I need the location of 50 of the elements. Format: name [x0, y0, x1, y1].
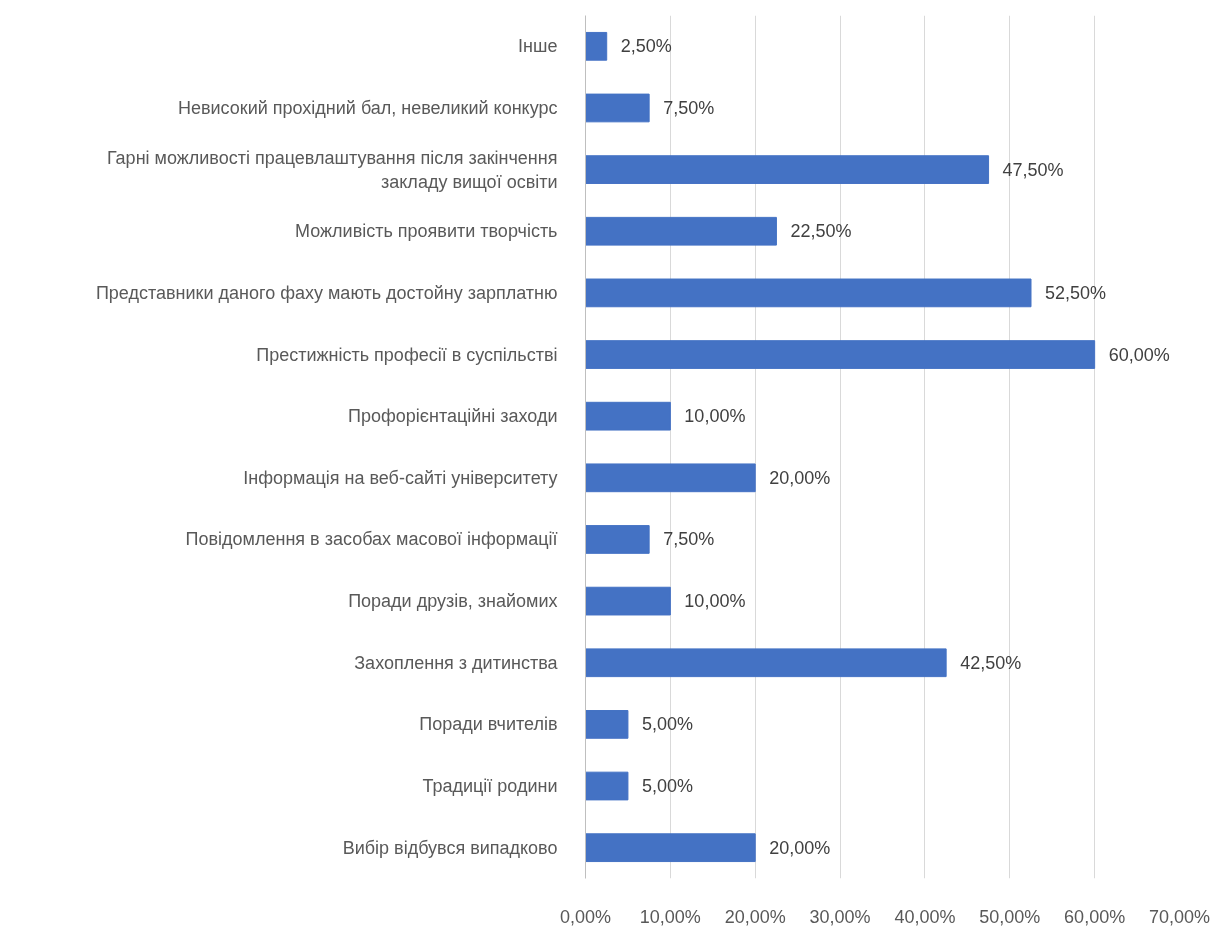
data-label: 5,00%	[641, 714, 693, 735]
y-tick-label: Престижність професії в суспільстві	[256, 344, 558, 365]
x-tick-label: 50,00%	[979, 906, 1041, 927]
y-tick-label: Можливість проявити творчість	[295, 221, 558, 242]
data-label: 22,50%	[790, 221, 852, 242]
data-label: 7,50%	[663, 97, 715, 118]
bar	[585, 31, 608, 61]
x-tick-label: 20,00%	[724, 906, 786, 927]
y-tick-label: Невисокий прохідний бал, невеликий конкурс	[177, 97, 558, 118]
x-tick-label: 60,00%	[1064, 906, 1126, 927]
y-tick-label: Повідомлення в засобах масової інформації	[185, 529, 558, 550]
x-tick-label: 40,00%	[894, 906, 956, 927]
y-tick-label: Профорієнтаційні заходи	[348, 406, 558, 427]
x-tick-label: 70,00%	[1148, 906, 1211, 927]
data-label: 10,00%	[684, 406, 746, 427]
data-label: 10,00%	[684, 591, 746, 612]
data-label: 2,50%	[620, 36, 672, 57]
y-tick-label: Гарні можливості працевлаштування після закінчення закладу вищої освіти	[106, 147, 558, 192]
y-tick-label: Вибір відбувся випадково	[342, 837, 558, 858]
bar	[585, 648, 947, 678]
y-tick-label: Представники даного фаху мають достойну зарплатню	[95, 282, 558, 303]
data-label: 20,00%	[769, 467, 831, 488]
data-label: 42,50%	[960, 652, 1022, 673]
data-label: 52,50%	[1045, 282, 1107, 303]
data-label: 60,00%	[1108, 344, 1170, 365]
x-tick-label: 30,00%	[809, 906, 871, 927]
bar	[585, 463, 756, 493]
bar	[585, 278, 1032, 308]
y-tick-label: Інформація на веб-сайті університету	[243, 467, 558, 488]
y-tick-label: Поради друзів, знайомих	[348, 591, 558, 612]
x-tick-label: 10,00%	[639, 906, 701, 927]
y-tick-label: Традиції родини	[422, 776, 558, 797]
bar	[585, 401, 671, 431]
bar	[585, 771, 629, 801]
y-tick-label: Інше	[518, 36, 558, 57]
bar	[585, 340, 1096, 369]
data-label: 47,50%	[1002, 159, 1064, 180]
bar	[585, 586, 671, 616]
bar	[585, 525, 650, 554]
bar	[585, 93, 650, 123]
data-label: 5,00%	[641, 776, 693, 797]
data-label: 20,00%	[769, 837, 831, 858]
y-tick-label: Поради вчителів	[419, 714, 558, 735]
bar	[585, 833, 756, 863]
x-tick-label: 0,00%	[559, 906, 612, 927]
bar	[585, 216, 777, 246]
bar	[585, 155, 990, 184]
bar	[585, 710, 629, 739]
y-tick-label: Захоплення з дитинства	[354, 652, 559, 673]
data-label: 7,50%	[663, 529, 715, 550]
